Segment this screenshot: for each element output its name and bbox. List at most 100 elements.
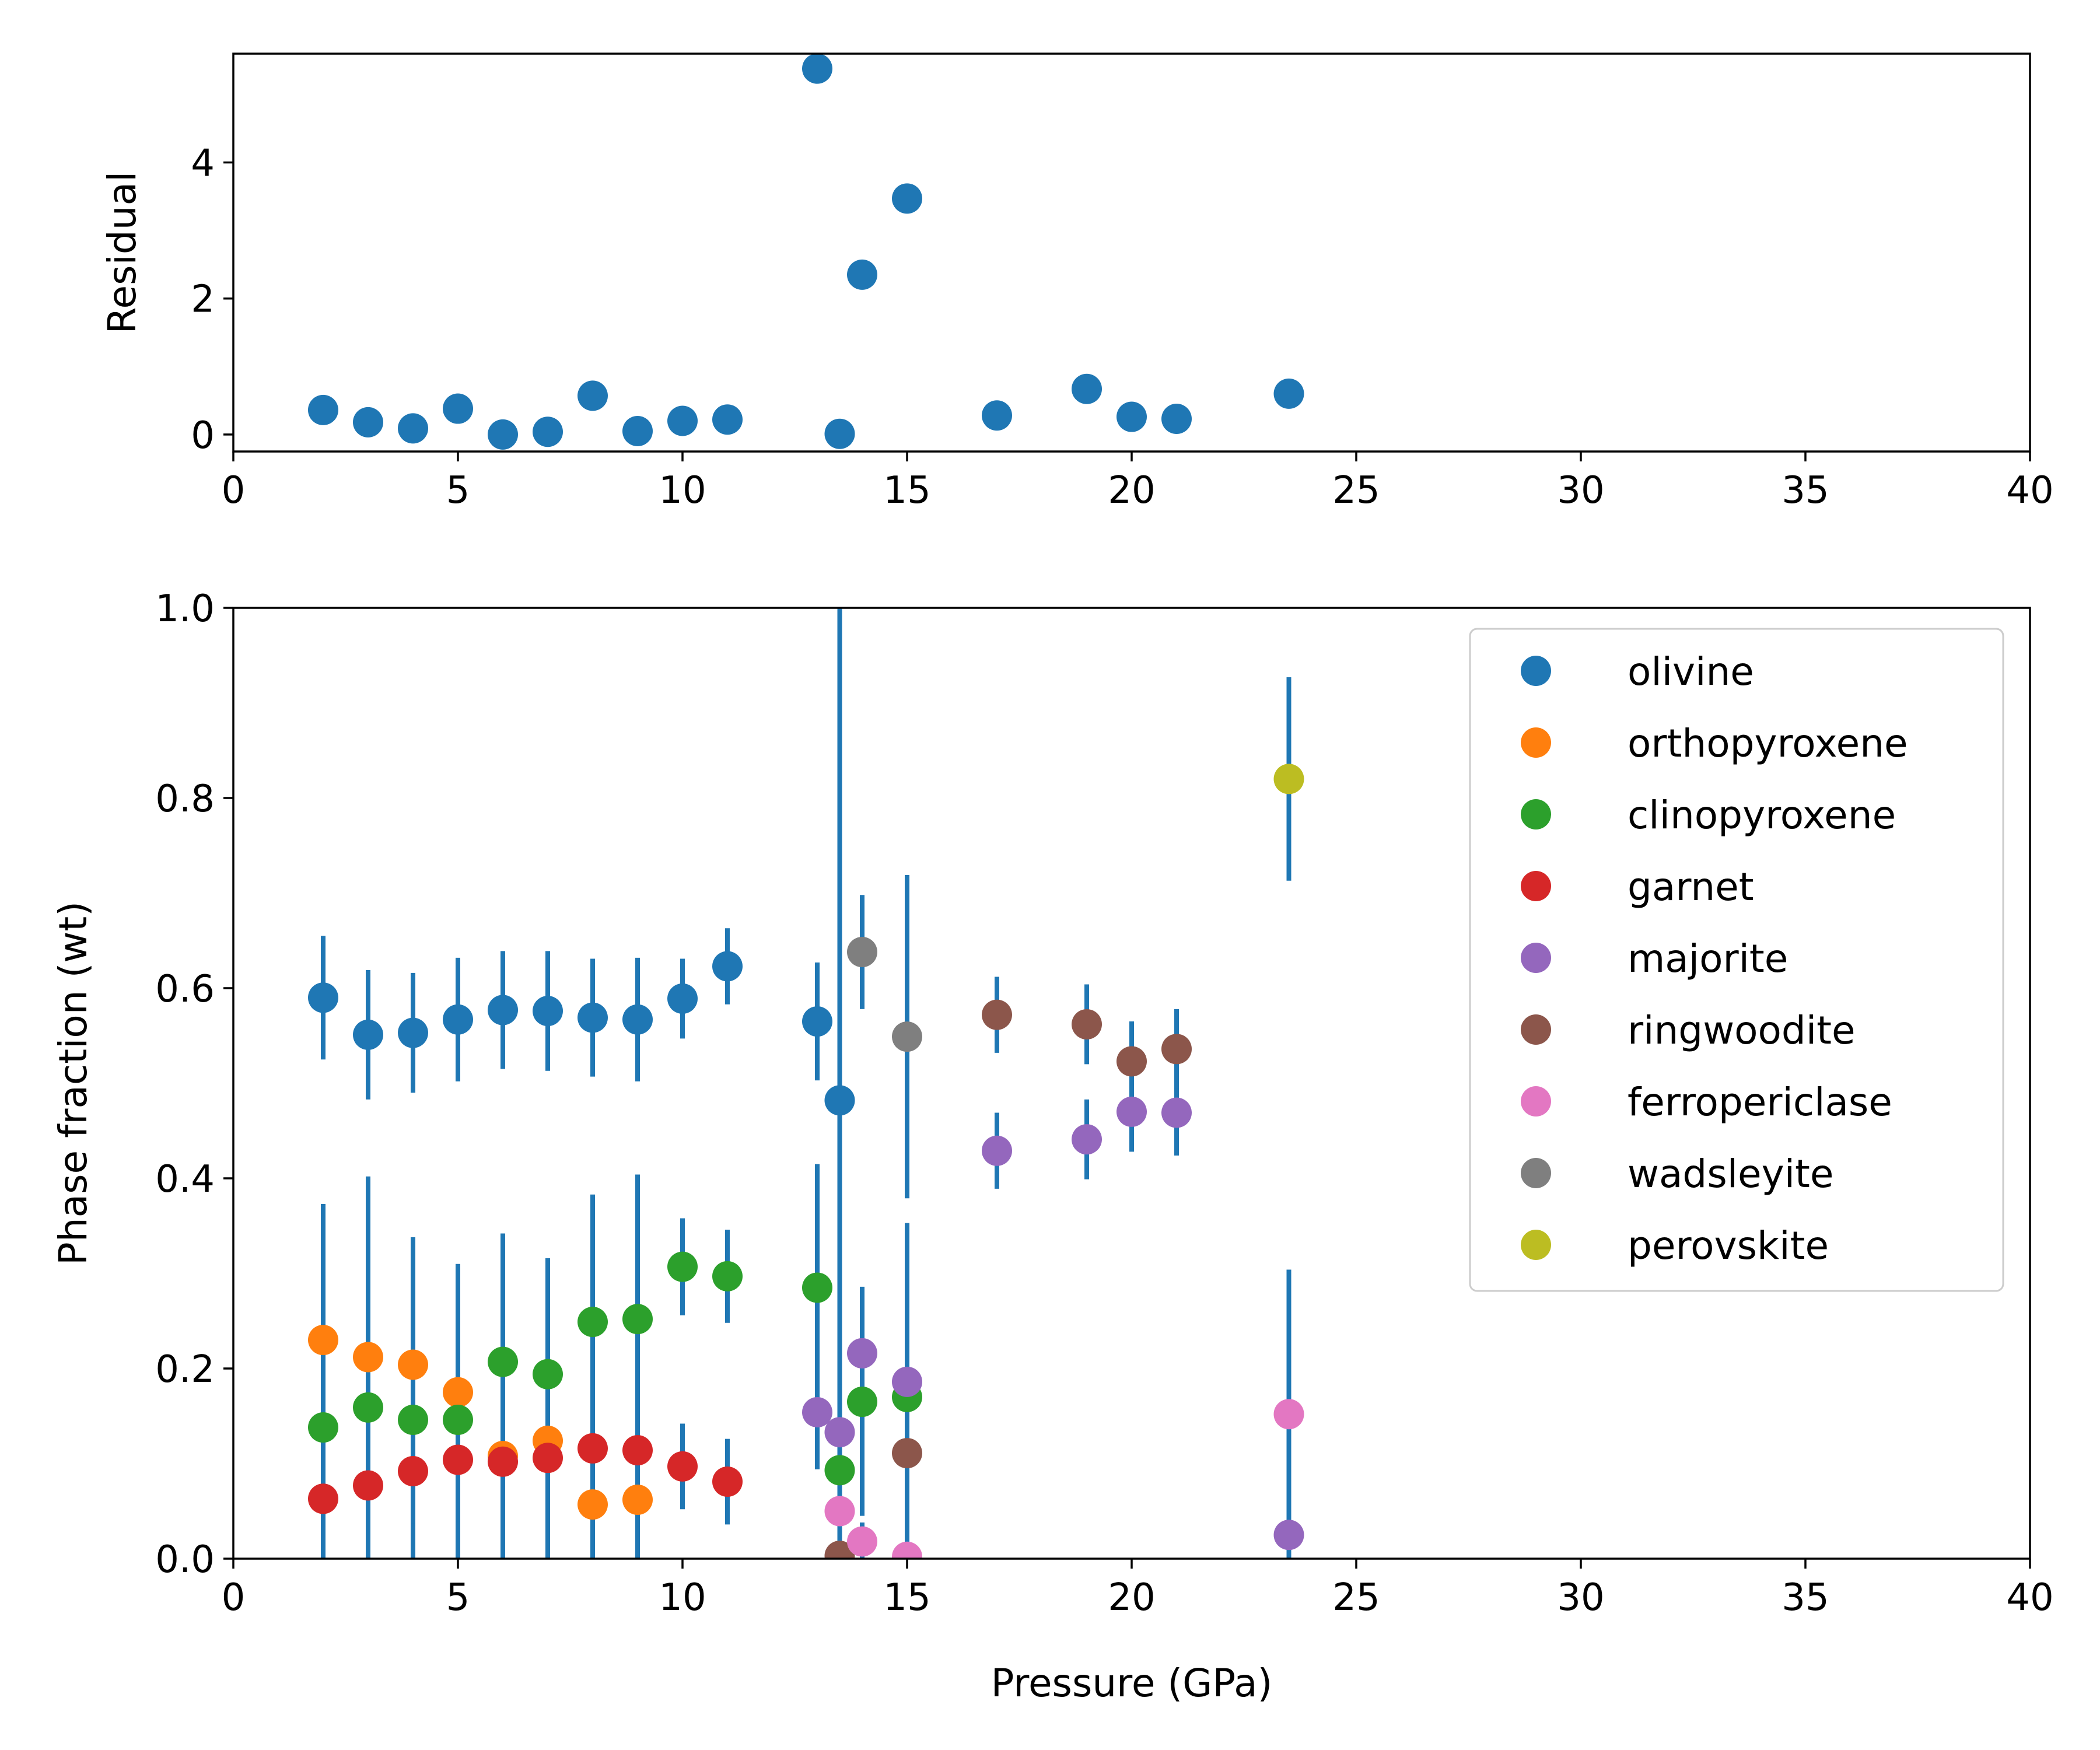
- legend-label-olivine: olivine: [1628, 649, 1754, 694]
- point-majorite: [982, 1135, 1012, 1166]
- point-ringwoodite: [1116, 1046, 1147, 1077]
- point-orthopyroxene: [443, 1377, 473, 1408]
- residual-point: [824, 418, 855, 449]
- point-clinopyroxene: [824, 1455, 855, 1486]
- residual-point: [1116, 401, 1147, 432]
- x-tick-label: 0: [222, 469, 246, 512]
- point-clinopyroxene: [712, 1261, 743, 1292]
- point-olivine: [578, 1002, 608, 1033]
- residual-point: [802, 53, 832, 84]
- legend-label-majorite: majorite: [1628, 936, 1788, 981]
- point-garnet: [622, 1435, 653, 1466]
- point-clinopyroxene: [802, 1272, 832, 1303]
- legend-marker-wadsleyite: [1521, 1158, 1551, 1188]
- point-majorite: [1161, 1097, 1192, 1128]
- x-tick-label: 15: [883, 1576, 930, 1619]
- legend-label-wadsleyite: wadsleyite: [1628, 1152, 1834, 1196]
- residual-x-axis: 0 5 10 15 20 25 30 35 40: [222, 452, 2054, 512]
- point-garnet: [712, 1466, 743, 1497]
- residual-point: [1072, 373, 1102, 404]
- point-olivine: [308, 982, 338, 1013]
- point-wadsleyite: [847, 937, 877, 968]
- legend-label-clinopyroxene: clinopyroxene: [1628, 793, 1896, 838]
- residual-point: [982, 400, 1012, 431]
- point-wadsleyite: [892, 1021, 922, 1052]
- residual-point: [398, 413, 428, 444]
- point-garnet: [398, 1456, 428, 1487]
- legend-label-perovskite: perovskite: [1628, 1223, 1829, 1268]
- point-clinopyroxene: [488, 1346, 518, 1377]
- point-garnet: [533, 1443, 563, 1474]
- y-tick-label: 0.2: [155, 1348, 215, 1391]
- point-olivine: [398, 1017, 428, 1048]
- x-tick-label: 5: [446, 1576, 470, 1619]
- legend-marker-orthopyroxene: [1521, 727, 1551, 758]
- y-tick-label: 0.0: [155, 1538, 215, 1581]
- y-tick-label: 0.4: [155, 1158, 215, 1201]
- legend: olivine orthopyroxene clinopyroxene garnet m…: [1469, 628, 2004, 1292]
- residual-point: [533, 416, 563, 447]
- x-tick-label: 20: [1108, 1576, 1155, 1619]
- point-orthopyroxene: [398, 1349, 428, 1380]
- point-garnet: [667, 1451, 698, 1482]
- phase-marks: [308, 764, 1304, 1559]
- point-olivine: [824, 1085, 855, 1116]
- residual-point: [712, 404, 743, 435]
- point-orthopyroxene: [622, 1484, 653, 1515]
- legend-marker-ringwoodite: [1521, 1014, 1551, 1045]
- point-majorite: [824, 1417, 855, 1448]
- residual-point: [892, 183, 922, 214]
- point-orthopyroxene: [308, 1325, 338, 1356]
- point-olivine: [488, 995, 518, 1026]
- point-ringwoodite: [892, 1438, 922, 1469]
- point-ringwoodite: [982, 999, 1012, 1030]
- legend-label-orthopyroxene: orthopyroxene: [1628, 721, 1908, 766]
- point-majorite: [847, 1338, 877, 1368]
- x-tick-label: 35: [1782, 1576, 1829, 1619]
- point-majorite: [802, 1396, 832, 1427]
- point-ferropericlase: [824, 1496, 855, 1527]
- point-ferropericlase: [847, 1526, 877, 1557]
- residual-point: [488, 419, 518, 450]
- point-garnet: [488, 1446, 518, 1477]
- point-majorite: [1072, 1124, 1102, 1155]
- point-clinopyroxene: [847, 1387, 877, 1418]
- residual-point: [353, 407, 383, 438]
- residual-point: [1273, 378, 1304, 409]
- x-tick-label: 35: [1782, 469, 1829, 512]
- legend-marker-olivine: [1521, 656, 1551, 686]
- point-olivine: [802, 1006, 832, 1037]
- point-clinopyroxene: [667, 1251, 698, 1282]
- residual-y-axis-label: Residual: [100, 172, 145, 334]
- point-majorite: [1273, 1520, 1304, 1550]
- y-tick-label: 0: [191, 414, 215, 457]
- point-clinopyroxene: [578, 1307, 608, 1338]
- residual-point: [308, 394, 338, 425]
- point-garnet: [308, 1483, 338, 1514]
- phase-y-axis-label: Phase fraction (wt): [51, 901, 96, 1265]
- phase-panel: 0 5 10 15 20 25 30 35 40 0.0 0.2 0.4 0.6 0.8 1.0 Pres…: [51, 587, 2054, 1706]
- legend-marker-majorite: [1521, 943, 1551, 973]
- y-tick-label: 2: [191, 278, 215, 321]
- x-tick-label: 40: [2006, 469, 2053, 512]
- point-garnet: [353, 1470, 383, 1501]
- phase-x-axis-label: Pressure (GPa): [991, 1661, 1273, 1706]
- residual-point: [847, 259, 877, 290]
- residual-marks: [308, 53, 1304, 450]
- legend-entries: olivine orthopyroxene clinopyroxene garnet m…: [1521, 649, 1908, 1268]
- residual-y-axis: 0 2 4: [191, 142, 233, 457]
- point-majorite: [892, 1366, 922, 1397]
- point-clinopyroxene: [533, 1359, 563, 1390]
- legend-label-ferropericlase: ferropericlase: [1628, 1080, 1892, 1125]
- point-majorite: [1116, 1096, 1147, 1127]
- point-olivine: [667, 983, 698, 1014]
- legend-marker-ferropericlase: [1521, 1086, 1551, 1116]
- residual-panel: 0 5 10 15 20 25 30 35 40 0 2 4 Residual: [100, 52, 2054, 512]
- point-clinopyroxene: [622, 1304, 653, 1335]
- residual-point: [622, 416, 653, 447]
- y-tick-label: 4: [191, 142, 215, 186]
- point-olivine: [443, 1004, 473, 1035]
- x-tick-label: 20: [1108, 469, 1155, 512]
- point-ringwoodite: [1072, 1009, 1102, 1040]
